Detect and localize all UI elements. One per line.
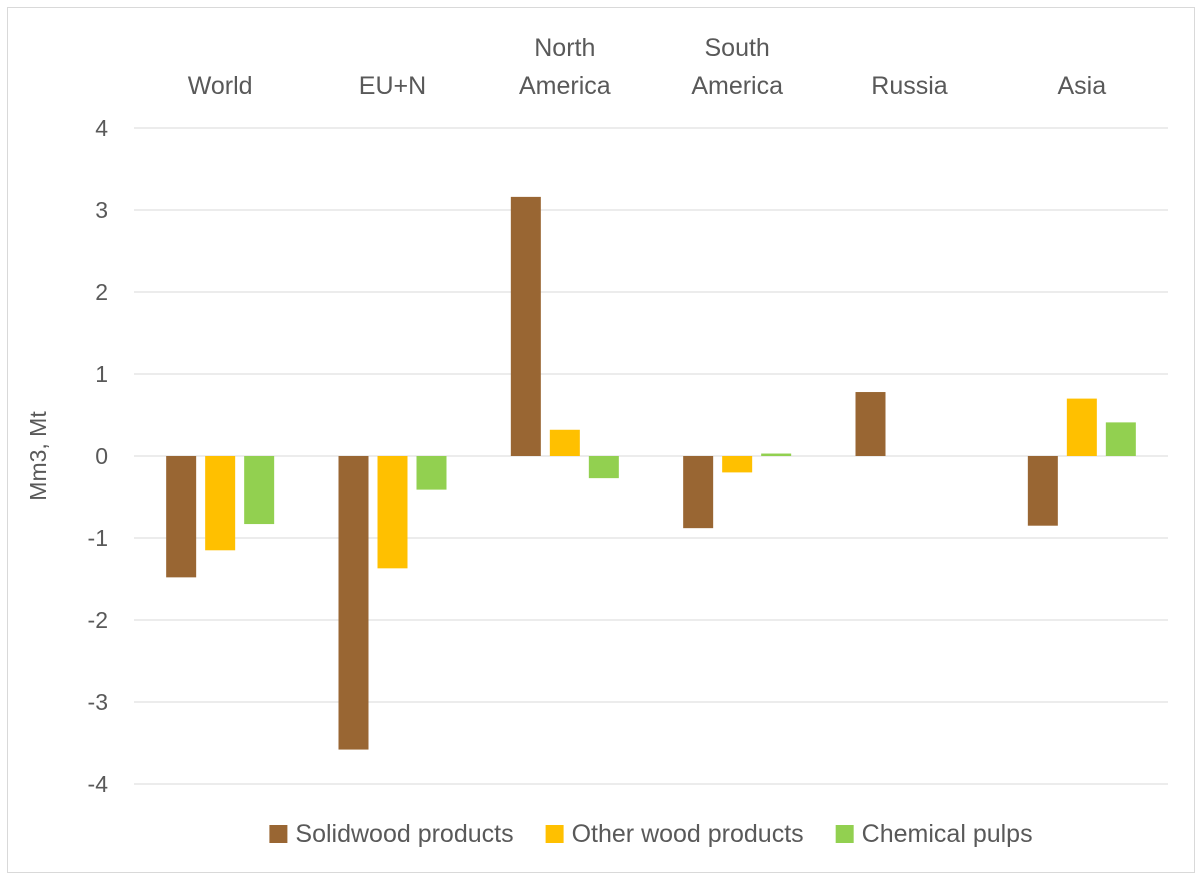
category-label: North xyxy=(534,34,595,62)
bar xyxy=(338,456,369,750)
bar xyxy=(205,456,236,551)
y-tick-label: -1 xyxy=(88,525,108,551)
category-label: America xyxy=(691,72,783,100)
bar xyxy=(761,453,792,456)
bar xyxy=(416,456,447,490)
y-tick-label: -4 xyxy=(88,771,109,797)
y-tick-label: 4 xyxy=(95,115,108,141)
bar xyxy=(1027,456,1058,526)
category-label: South xyxy=(704,34,769,62)
bar xyxy=(683,456,714,529)
y-tick-label: 1 xyxy=(95,361,108,387)
chart-frame xyxy=(7,7,1195,873)
category-label: EU+N xyxy=(359,72,426,100)
bar xyxy=(549,429,580,456)
bar xyxy=(244,456,275,525)
bar xyxy=(588,456,619,479)
bar xyxy=(510,196,541,456)
legend-label: Chemical pulps xyxy=(862,820,1033,848)
bar xyxy=(166,456,197,578)
legend: Solidwood products Other wood products Che… xyxy=(269,820,1033,848)
legend-swatch xyxy=(269,825,288,843)
y-axis-ticks: 4 3 2 1 0 -1 -2 -3 -4 xyxy=(88,115,109,797)
bar xyxy=(1066,398,1097,456)
category-labels: World EU+N North America South America Russia A… xyxy=(188,34,1106,100)
bars xyxy=(166,196,1136,750)
y-tick-label: 3 xyxy=(95,197,108,223)
category-label: America xyxy=(519,72,611,100)
bar xyxy=(1105,422,1136,456)
legend-swatch xyxy=(835,825,854,843)
category-label: Asia xyxy=(1058,72,1107,100)
category-label: Russia xyxy=(871,72,948,100)
y-tick-label: 2 xyxy=(95,279,108,305)
y-axis-label: Mm3, Mt xyxy=(25,411,51,501)
y-tick-label: -3 xyxy=(88,689,108,715)
category-label: World xyxy=(188,72,253,100)
bar xyxy=(722,456,753,473)
gridlines xyxy=(134,127,1168,785)
bar xyxy=(855,392,886,456)
legend-swatch xyxy=(545,825,564,843)
y-tick-label: -2 xyxy=(88,607,108,633)
legend-label: Other wood products xyxy=(572,820,804,848)
legend-label: Solidwood products xyxy=(295,820,513,848)
bar xyxy=(377,456,408,569)
y-tick-label: 0 xyxy=(95,443,108,469)
